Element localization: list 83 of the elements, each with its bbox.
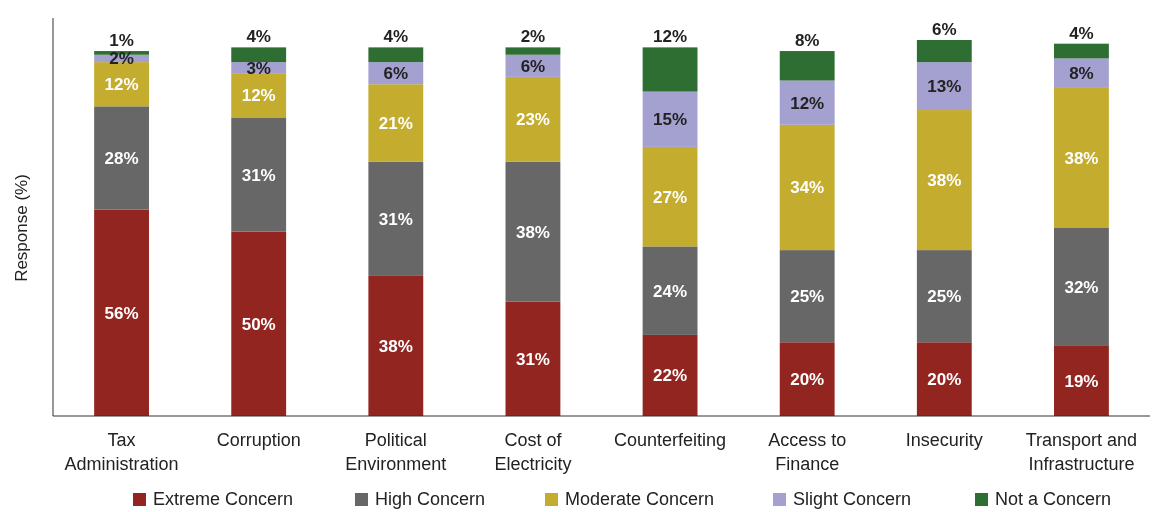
legend-label: Moderate Concern bbox=[565, 489, 715, 509]
legend-label: Slight Concern bbox=[793, 489, 912, 509]
bar bbox=[779, 250, 835, 343]
data-label: 1% bbox=[109, 31, 134, 51]
bar bbox=[231, 231, 287, 416]
data-label: 19% bbox=[1064, 371, 1099, 391]
x-tick-label: Access to Finance bbox=[768, 430, 847, 474]
bar bbox=[779, 124, 835, 251]
x-tick-label: Counterfeiting bbox=[614, 430, 727, 450]
data-label: 8% bbox=[794, 31, 820, 51]
data-label: 12% bbox=[104, 75, 139, 95]
data-label: 15% bbox=[653, 110, 688, 130]
data-label: 24% bbox=[653, 281, 688, 301]
x-tick-label: Political Environment bbox=[345, 430, 447, 474]
data-label: 4% bbox=[383, 27, 409, 47]
bar bbox=[642, 146, 698, 247]
data-label: 22% bbox=[653, 366, 688, 386]
data-label: 38% bbox=[378, 336, 413, 356]
data-label: 31% bbox=[378, 209, 413, 229]
bar bbox=[642, 246, 698, 335]
bar bbox=[368, 84, 424, 162]
data-label: 8% bbox=[1069, 64, 1094, 84]
data-label: 23% bbox=[515, 110, 550, 130]
bar bbox=[1054, 228, 1109, 346]
data-label: 31% bbox=[241, 165, 276, 185]
bar bbox=[505, 47, 561, 55]
bar bbox=[779, 342, 835, 416]
data-label: 12% bbox=[241, 86, 276, 106]
bar bbox=[94, 209, 149, 416]
bar bbox=[505, 161, 561, 302]
bar bbox=[916, 342, 972, 416]
data-label: 20% bbox=[790, 370, 825, 390]
data-label: 38% bbox=[1064, 148, 1099, 168]
data-label: 38% bbox=[515, 222, 550, 242]
legend-label: Extreme Concern bbox=[153, 489, 294, 509]
x-tick-label: Tax Administration bbox=[64, 430, 179, 474]
bar bbox=[916, 250, 972, 343]
data-label: 2% bbox=[520, 27, 546, 47]
legend-label: High Concern bbox=[375, 489, 486, 509]
data-label: 32% bbox=[1064, 277, 1099, 297]
bar bbox=[231, 47, 287, 63]
data-label: 4% bbox=[1069, 23, 1094, 43]
data-label: 28% bbox=[104, 148, 139, 168]
bar bbox=[779, 51, 835, 81]
bar bbox=[1054, 87, 1109, 228]
data-label: 25% bbox=[790, 287, 825, 307]
data-label: 3% bbox=[246, 58, 271, 78]
data-label: 6% bbox=[520, 56, 546, 76]
bar bbox=[916, 40, 972, 63]
data-label: 50% bbox=[241, 314, 276, 334]
data-label: 6% bbox=[932, 20, 957, 39]
legend-label: Not a Concern bbox=[995, 489, 1112, 509]
bar bbox=[505, 76, 561, 162]
bar bbox=[916, 110, 972, 251]
data-label: 13% bbox=[927, 77, 962, 97]
bar bbox=[368, 275, 424, 416]
data-label: 12% bbox=[790, 93, 825, 113]
data-label: 56% bbox=[104, 303, 139, 323]
x-tick-label: Cost of Electricity bbox=[494, 430, 572, 474]
data-label: 6% bbox=[383, 64, 409, 84]
data-label: 25% bbox=[927, 287, 962, 307]
bar bbox=[368, 47, 424, 63]
bar bbox=[505, 301, 561, 416]
data-label: 34% bbox=[790, 178, 825, 198]
data-label: 20% bbox=[927, 370, 962, 390]
x-tick-label: Insecurity bbox=[905, 430, 983, 450]
bar bbox=[642, 47, 698, 92]
x-tick-label: Transport and Infrastructure bbox=[1025, 430, 1138, 474]
bar bbox=[94, 106, 149, 210]
bar bbox=[231, 117, 287, 232]
data-label: 21% bbox=[378, 113, 413, 133]
bar bbox=[916, 62, 972, 111]
data-label: 4% bbox=[246, 27, 271, 47]
x-tick-label: Corruption bbox=[216, 430, 301, 450]
data-label: 38% bbox=[927, 171, 962, 191]
bar bbox=[1054, 345, 1109, 416]
data-label: 12% bbox=[653, 27, 688, 47]
bar bbox=[642, 334, 698, 416]
bar bbox=[1054, 43, 1109, 59]
y-axis-title: Response (%) bbox=[12, 174, 31, 282]
bar bbox=[368, 161, 424, 276]
data-label: 31% bbox=[515, 349, 550, 369]
data-label: 27% bbox=[653, 187, 688, 207]
